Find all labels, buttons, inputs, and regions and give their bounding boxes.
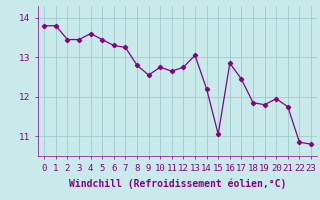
X-axis label: Windchill (Refroidissement éolien,°C): Windchill (Refroidissement éolien,°C) <box>69 178 286 189</box>
